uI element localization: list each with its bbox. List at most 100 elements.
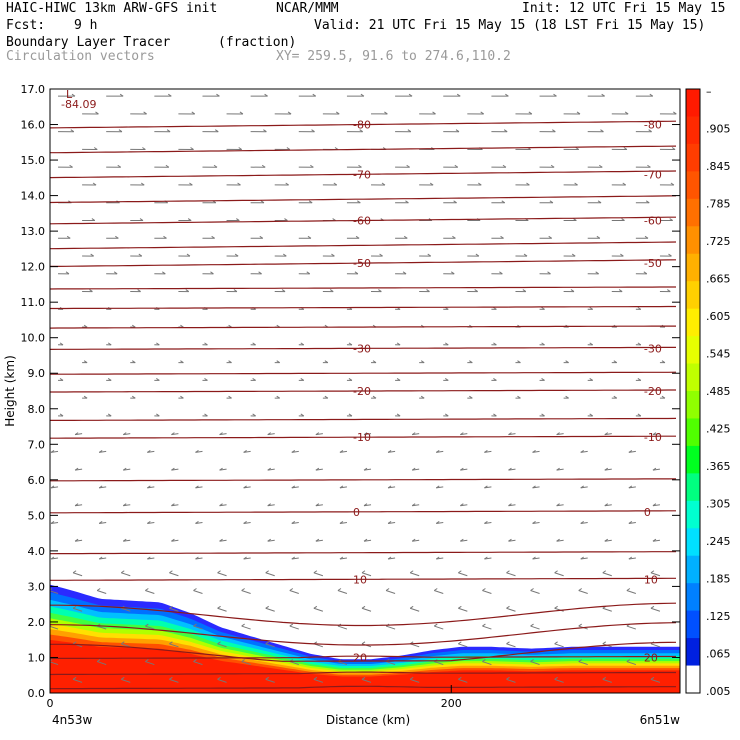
vector-head-424 — [432, 111, 436, 115]
vector-head-100 — [435, 556, 440, 560]
vector-head-71 — [289, 588, 294, 591]
vector-head-61 — [458, 605, 462, 609]
contour-line-19 — [50, 241, 677, 250]
vector-head-55 — [169, 605, 173, 609]
vector-head-360 — [453, 200, 457, 204]
vector-18 — [289, 661, 299, 666]
vector-head-43 — [193, 623, 197, 627]
colorbar: – .905 .845 .785 .725 .665 .605 .545 .485 .425 .36… — [685, 85, 731, 698]
vector-184 — [171, 433, 179, 436]
colorbar-label-11: .305 — [706, 498, 731, 511]
vector-135 — [315, 504, 323, 507]
vector-52 — [72, 607, 83, 612]
y-tick-label-11: 11.0 — [21, 296, 46, 309]
vector-head-440 — [553, 93, 557, 97]
colorbar-swatch-16 — [686, 528, 700, 557]
x-tick-label-1: 200 — [441, 697, 462, 710]
colorbar-label-5: .665 — [706, 273, 731, 286]
vector-148 — [291, 486, 299, 489]
vector-head-408 — [263, 129, 267, 133]
vector-head-202 — [348, 413, 353, 417]
vector-head-427 — [576, 111, 581, 115]
y-tick-label-6: 6.0 — [28, 474, 46, 487]
vector-head-138 — [411, 503, 416, 507]
vector-head-137 — [363, 503, 368, 507]
colorbar-swatch-12 — [686, 418, 700, 447]
vector-head-307 — [402, 271, 407, 275]
vector-head-175 — [291, 449, 296, 453]
vector-117 — [50, 521, 59, 524]
colorbar-label-15: .065 — [706, 648, 731, 661]
contour-line-6 — [50, 577, 676, 581]
vector-151 — [436, 486, 444, 489]
colorbar-label-2: .845 — [706, 160, 731, 173]
vector-head-196 — [59, 413, 64, 417]
vector-head-58 — [313, 605, 318, 609]
vector-181 — [628, 450, 636, 453]
vector-111 — [412, 539, 420, 542]
colorbar-swatch-3 — [686, 171, 700, 200]
vector-head-302 — [162, 271, 166, 275]
contour-label-0-1: -80 — [644, 119, 662, 132]
vector-110 — [363, 539, 372, 542]
colorbar-swatch-13 — [686, 445, 700, 474]
vector-head-380 — [165, 164, 170, 168]
vector-head-103 — [580, 556, 584, 560]
vector-head-101 — [484, 556, 488, 560]
vector-14 — [97, 661, 107, 666]
vector-head-167 — [556, 467, 560, 471]
vector-113 — [508, 539, 516, 542]
vector-127 — [532, 521, 540, 524]
contour-label-5-0: -20 — [353, 385, 371, 398]
vector-head-94 — [147, 556, 151, 560]
contour-line-4 — [50, 622, 677, 646]
vector-174 — [291, 450, 299, 453]
vector-head-336 — [548, 235, 552, 239]
vector-head-118 — [50, 521, 55, 524]
init-time: Init: 12 UTC Fri 15 May 15 — [522, 1, 726, 16]
vector-head-172 — [147, 449, 151, 453]
vector-head-62 — [506, 605, 510, 609]
vector-head-60 — [409, 605, 414, 609]
vector-head-17 — [193, 659, 197, 662]
y-tick-label-12: 12.0 — [21, 261, 46, 274]
vector-186 — [267, 433, 275, 436]
vector-165 — [508, 468, 516, 471]
vector-head-242 — [420, 360, 425, 364]
contour-label-1-0: -70 — [353, 168, 371, 181]
vector-94 — [195, 557, 203, 560]
vector-head-379 — [117, 164, 122, 168]
vector-19 — [337, 661, 348, 666]
vector-head-231 — [493, 378, 497, 381]
vector-head-328 — [163, 235, 167, 239]
vector-58 — [361, 607, 372, 612]
vector-head-86 — [409, 570, 414, 574]
vector-29 — [217, 643, 227, 648]
vector-80 — [169, 572, 179, 577]
vector-103 — [628, 557, 636, 560]
vector-22 — [482, 661, 492, 666]
vector-head-18 — [241, 659, 245, 662]
vector-head-163 — [363, 467, 368, 471]
vector-head-284 — [541, 306, 545, 310]
vector-head-292 — [329, 289, 334, 293]
colorbar-label-14: .125 — [706, 610, 731, 623]
vector-head-401 — [575, 147, 580, 150]
vector-head-134 — [219, 503, 223, 507]
vector-head-128 — [532, 521, 536, 524]
vector-head-204 — [444, 413, 449, 417]
vector-head-229 — [396, 378, 401, 381]
contour-line-22 — [50, 170, 677, 179]
vector-82 — [265, 572, 275, 577]
contour-label-4-0: -30 — [353, 342, 371, 355]
y-tick-label-15: 15.0 — [21, 154, 46, 167]
vector-head-125 — [387, 521, 392, 524]
contour-label-8-0: 10 — [353, 573, 367, 586]
vector-head-318 — [331, 253, 335, 257]
vector-head-402 — [623, 147, 628, 150]
vector-34 — [458, 643, 468, 648]
vector-154 — [580, 486, 588, 489]
vector-85 — [410, 572, 420, 577]
vector-head-42 — [145, 623, 149, 627]
vector-head-102 — [532, 556, 536, 560]
